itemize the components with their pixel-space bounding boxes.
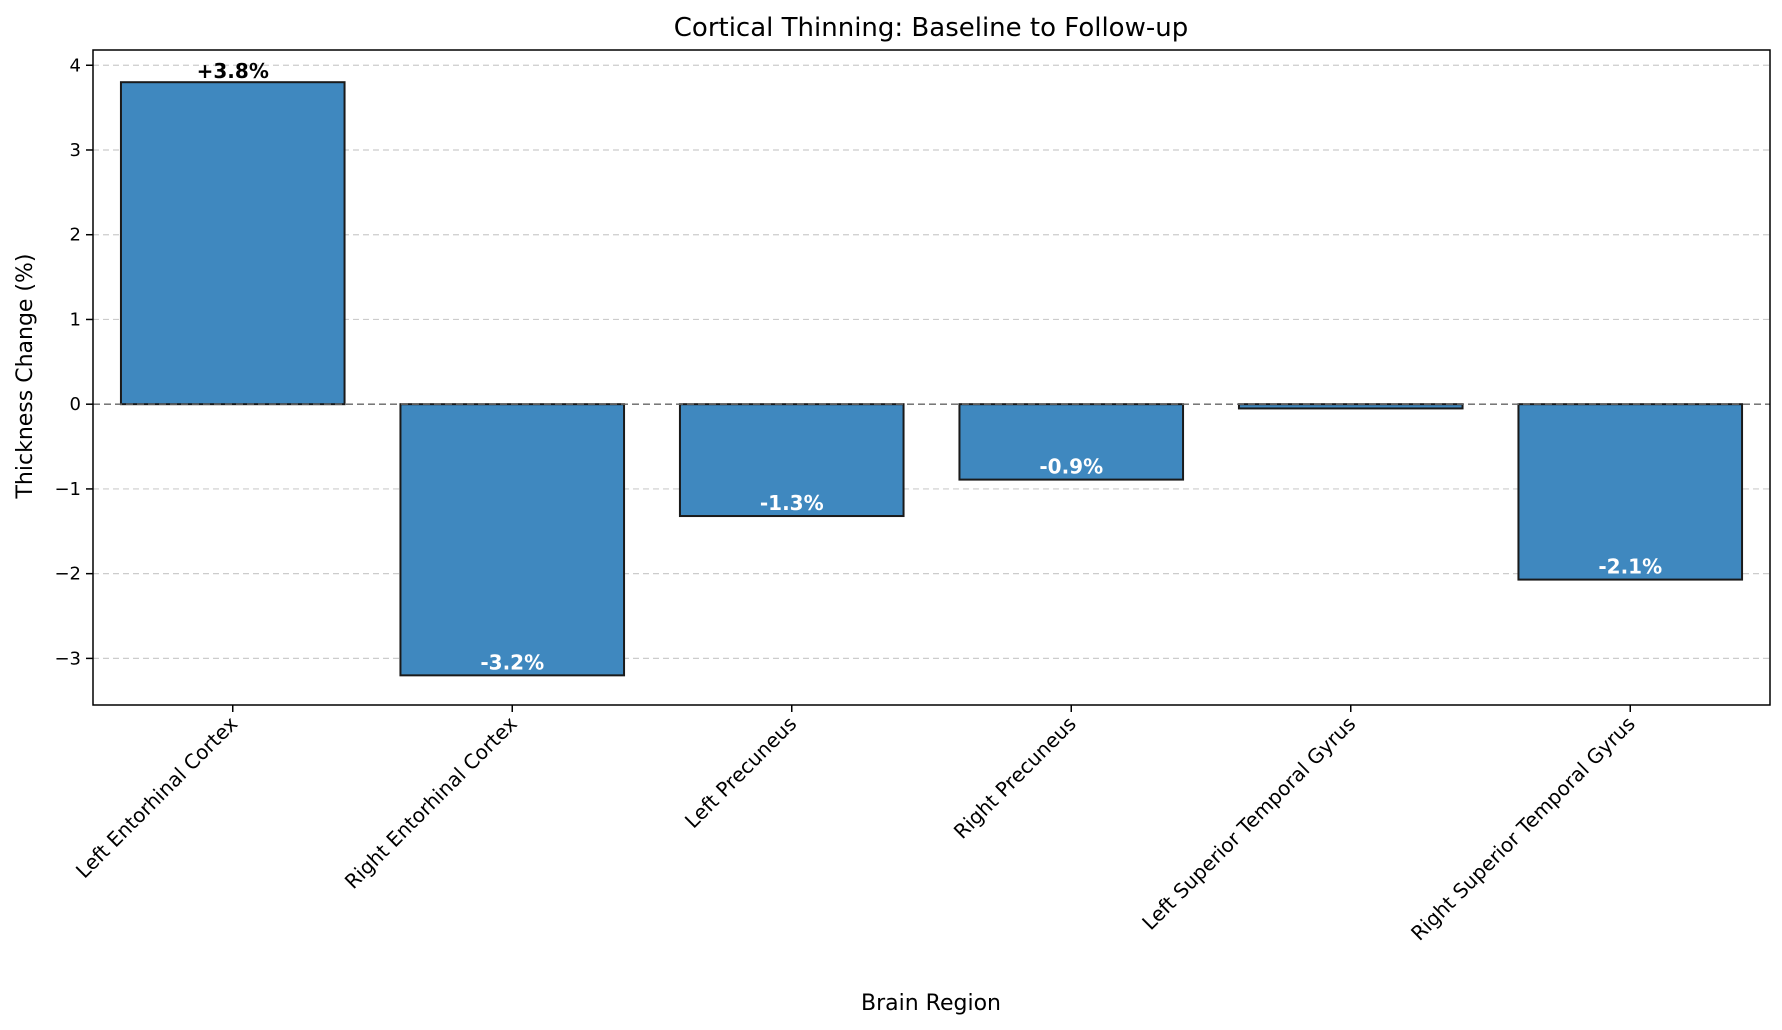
y-tick-label-2: −1: [54, 479, 81, 500]
y-tick-label-5: 2: [70, 225, 81, 246]
chart-title: Cortical Thinning: Baseline to Follow-up: [674, 13, 1188, 43]
x-tick-label-4: Left Superior Temporal Gyrus: [1137, 712, 1360, 935]
data-label-1: -3.2%: [480, 650, 544, 674]
y-tick-label-0: −3: [54, 648, 81, 669]
x-axis-label: Brain Region: [861, 991, 1001, 1016]
bar-0: [119, 81, 346, 406]
bar-5: [1517, 403, 1744, 581]
y-tick-label-7: 4: [70, 55, 81, 76]
y-tick-label-4: 1: [70, 309, 81, 330]
y-tick-label-6: 3: [70, 140, 81, 161]
bar-1: [399, 403, 626, 677]
data-label-layer: +3.8% -3.2% -1.3% -0.9% -2.1%: [197, 59, 1663, 674]
bar-3: [958, 403, 1185, 481]
data-label-5: -2.1%: [1598, 555, 1662, 579]
bar-2: [678, 403, 905, 518]
x-tick-label-5: Right Superior Temporal Gyrus: [1406, 712, 1640, 946]
bar-layer: [119, 81, 1744, 677]
x-tick-label-2: Left Precuneus: [680, 712, 801, 833]
plot-frame: [92, 49, 1771, 706]
x-tick-label-1: Right Entorhinal Cortex: [340, 711, 522, 893]
data-label-3: -0.9%: [1039, 455, 1103, 479]
y-tick-label-1: −2: [54, 564, 81, 585]
y-axis-label: Thickness Change (%): [13, 253, 38, 499]
data-label-0: +3.8%: [197, 59, 269, 83]
x-tick-label-3: Right Precuneus: [949, 712, 1081, 844]
x-tick-label-0: Left Entorhinal Cortex: [71, 711, 243, 883]
data-label-2: -1.3%: [760, 491, 824, 515]
y-tick-label-3: 0: [70, 394, 81, 415]
